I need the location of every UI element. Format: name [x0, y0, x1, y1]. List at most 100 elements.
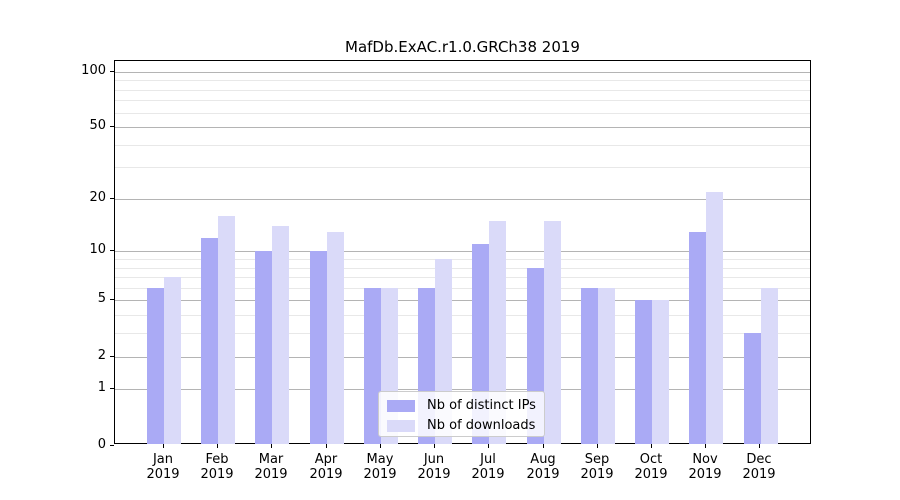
x-tick-label: Sep 2019	[570, 452, 624, 482]
x-tick-month: Feb	[205, 452, 229, 467]
x-tick-mark	[163, 444, 164, 448]
x-tick-label: Dec 2019	[732, 452, 786, 482]
y-gridline-minor	[115, 113, 810, 114]
y-gridline-major	[115, 72, 810, 73]
x-tick-label: Apr 2019	[299, 452, 353, 482]
y-tick-label: 5	[97, 291, 106, 306]
y-tick-mark	[110, 445, 114, 446]
x-tick-mark	[543, 444, 544, 448]
chart-title: MafDb.ExAC.r1.0.GRCh38 2019	[345, 38, 580, 56]
x-tick-month: Jun	[423, 452, 445, 467]
y-tick-mark	[110, 388, 114, 389]
bar-distinct-ips	[689, 231, 707, 444]
x-tick-month: Jan	[152, 452, 174, 467]
x-tick-mark	[705, 444, 706, 448]
x-tick-month: Apr	[314, 452, 338, 467]
x-tick-month: Oct	[639, 452, 663, 467]
x-tick-label: Nov 2019	[678, 452, 732, 482]
bar-downloads	[326, 231, 344, 444]
legend-swatch-distinct-ips	[387, 399, 415, 412]
y-gridline-minor	[115, 145, 810, 146]
legend: Nb of distinct IPs Nb of downloads	[378, 391, 545, 437]
x-tick-year: 2019	[200, 467, 234, 482]
y-gridline-minor	[115, 100, 810, 101]
y-gridline-minor	[115, 80, 810, 81]
x-tick-mark	[380, 444, 381, 448]
x-tick-label: May 2019	[353, 452, 407, 482]
x-tick-mark	[597, 444, 598, 448]
x-tick-label: Aug 2019	[516, 452, 570, 482]
x-tick-month: Mar	[258, 452, 284, 467]
y-gridline-major	[115, 127, 810, 128]
y-tick-label: 50	[89, 118, 106, 133]
x-tick-month: Aug	[530, 452, 556, 467]
x-tick-month: Sep	[584, 452, 610, 467]
bar-distinct-ips	[363, 287, 381, 444]
bar-distinct-ips	[580, 287, 598, 444]
y-tick-label: 1	[97, 380, 106, 395]
y-tick-mark	[110, 250, 114, 251]
y-tick-label: 10	[89, 242, 106, 257]
x-tick-year: 2019	[471, 467, 505, 482]
bar-distinct-ips	[201, 237, 219, 444]
y-tick-mark	[110, 299, 114, 300]
x-tick-year: 2019	[688, 467, 722, 482]
x-tick-year: 2019	[526, 467, 560, 482]
y-gridline-minor	[115, 268, 810, 269]
bar-downloads	[272, 226, 290, 444]
x-tick-mark	[434, 444, 435, 448]
y-gridline-major	[115, 251, 810, 252]
y-tick-label: 100	[81, 63, 106, 78]
x-tick-month: Jul	[480, 452, 496, 467]
x-tick-year: 2019	[742, 467, 776, 482]
y-gridline-minor	[115, 315, 810, 316]
y-gridline-minor	[115, 167, 810, 168]
x-tick-mark	[759, 444, 760, 448]
legend-item-distinct-ips: Nb of distinct IPs	[387, 398, 536, 413]
bar-downloads	[760, 287, 778, 444]
bar-distinct-ips	[255, 251, 273, 444]
plot-area	[114, 60, 811, 444]
y-gridline-major	[115, 300, 810, 301]
bar-downloads	[597, 287, 615, 444]
y-gridline-minor	[115, 90, 810, 91]
y-tick-mark	[110, 71, 114, 72]
x-tick-label: Jul 2019	[461, 452, 515, 482]
legend-label-downloads: Nb of downloads	[427, 418, 536, 433]
x-tick-month: Dec	[746, 452, 772, 467]
x-tick-mark	[488, 444, 489, 448]
x-tick-mark	[217, 444, 218, 448]
x-tick-label: Oct 2019	[624, 452, 678, 482]
x-tick-year: 2019	[309, 467, 343, 482]
bar-distinct-ips	[743, 333, 761, 444]
y-gridline-major	[115, 389, 810, 390]
bar-downloads	[163, 277, 181, 444]
y-tick-mark	[110, 126, 114, 127]
bar-downloads	[652, 300, 669, 444]
legend-item-downloads: Nb of downloads	[387, 418, 536, 433]
y-tick-label: 20	[89, 190, 106, 205]
y-tick-label: 0	[97, 437, 106, 452]
x-tick-mark	[271, 444, 272, 448]
bar-distinct-ips	[635, 300, 652, 444]
x-tick-label: Feb 2019	[190, 452, 244, 482]
y-tick-label: 2	[97, 348, 106, 363]
y-tick-mark	[110, 356, 114, 357]
x-tick-year: 2019	[254, 467, 288, 482]
x-tick-mark	[326, 444, 327, 448]
x-tick-year: 2019	[634, 467, 668, 482]
x-tick-year: 2019	[363, 467, 397, 482]
y-gridline-minor	[115, 333, 810, 334]
x-tick-year: 2019	[417, 467, 451, 482]
x-tick-label: Jun 2019	[407, 452, 461, 482]
bar-distinct-ips	[146, 287, 164, 444]
y-tick-mark	[110, 198, 114, 199]
x-tick-year: 2019	[146, 467, 180, 482]
bar-distinct-ips	[309, 251, 327, 444]
x-tick-year: 2019	[580, 467, 614, 482]
bar-downloads	[543, 220, 561, 444]
x-tick-month: May	[366, 452, 394, 467]
y-gridline-major	[115, 199, 810, 200]
bar-downloads	[218, 216, 236, 444]
